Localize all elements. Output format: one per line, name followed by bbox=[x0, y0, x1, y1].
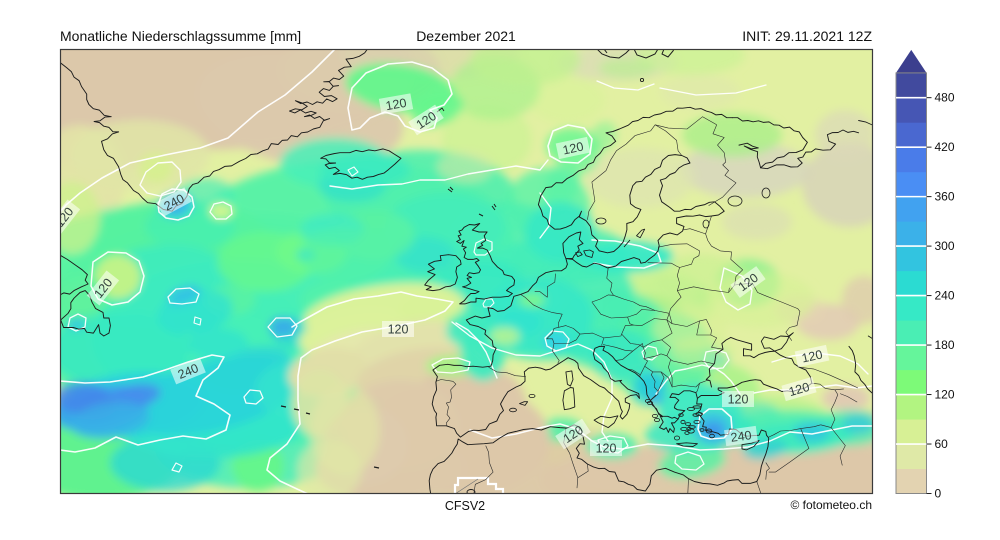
svg-text:120: 120 bbox=[388, 323, 409, 337]
svg-text:120: 120 bbox=[728, 393, 749, 407]
svg-text:120: 120 bbox=[935, 388, 955, 402]
svg-text:Dezember 2021: Dezember 2021 bbox=[416, 28, 516, 44]
svg-text:120: 120 bbox=[787, 380, 811, 399]
svg-text:240: 240 bbox=[935, 289, 955, 303]
svg-text:300: 300 bbox=[935, 239, 955, 253]
svg-text:120: 120 bbox=[385, 96, 408, 113]
svg-text:480: 480 bbox=[935, 91, 955, 105]
svg-text:0: 0 bbox=[935, 487, 942, 501]
svg-text:60: 60 bbox=[935, 437, 949, 451]
svg-text:CFSV2: CFSV2 bbox=[445, 499, 485, 513]
svg-text:Monatliche Niederschlagssumme: Monatliche Niederschlagssumme [mm] bbox=[60, 28, 301, 44]
svg-text:180: 180 bbox=[935, 338, 955, 352]
svg-text:© fotometeo.ch: © fotometeo.ch bbox=[790, 498, 872, 512]
svg-text:120: 120 bbox=[561, 139, 584, 157]
svg-text:420: 420 bbox=[935, 140, 955, 154]
svg-text:120: 120 bbox=[596, 442, 617, 456]
svg-text:240: 240 bbox=[730, 428, 753, 445]
svg-text:120: 120 bbox=[800, 347, 823, 365]
svg-text:INIT: 29.11.2021 12Z: INIT: 29.11.2021 12Z bbox=[742, 28, 872, 44]
svg-text:360: 360 bbox=[935, 190, 955, 204]
